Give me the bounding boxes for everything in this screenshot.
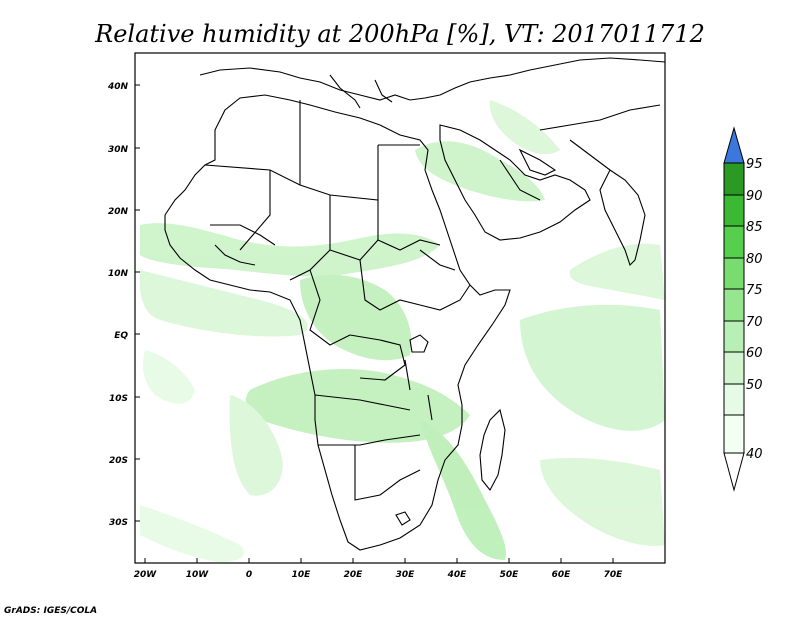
europe-coastline <box>199 57 666 101</box>
humidity-region-south-atlantic <box>229 395 283 496</box>
colorbar-bin-40-50 <box>723 383 745 416</box>
colorbar-label-95: 95 <box>746 157 763 172</box>
border-17 <box>539 104 661 131</box>
border-19 <box>210 224 276 246</box>
border-14 <box>419 249 456 271</box>
colorbar-bin-75-80 <box>723 257 745 290</box>
humidity-region-atlantic-west <box>143 350 195 404</box>
lake-malawi <box>427 394 433 421</box>
border-6 <box>289 195 331 281</box>
colorbar-bin-90-95 <box>723 162 745 196</box>
border-1 <box>204 145 379 201</box>
humidity-region-arabia <box>415 141 545 202</box>
lon-label-30e: 30E <box>396 570 416 580</box>
lon-label-0: 0 <box>246 570 252 580</box>
humidity-shading <box>139 100 665 562</box>
lat-label-30n: 30N <box>108 145 129 155</box>
africa-coastline <box>164 94 511 551</box>
colorbar-bin-50-60 <box>723 351 745 385</box>
humidity-region-indian-ocean-north <box>569 243 665 300</box>
lon-label-20e: 20E <box>344 570 364 580</box>
lon-axis: 20W 10W 0 10E 20E 30E 40E 50E 60E 70E <box>134 558 623 580</box>
border-5 <box>239 170 271 251</box>
colorbar-bin-80-85 <box>723 225 745 259</box>
lon-label-20w: 20W <box>134 570 158 580</box>
border-20 <box>214 244 256 266</box>
persian-gulf <box>518 148 557 176</box>
lake-tanganyika <box>404 359 411 391</box>
colorbar-label-75: 75 <box>746 283 763 298</box>
lat-label-10n: 10N <box>108 269 129 279</box>
lon-label-50e: 50E <box>500 570 520 580</box>
border-9 <box>309 269 351 346</box>
border-15 <box>419 284 471 311</box>
border-16 <box>499 159 541 201</box>
humidity-region-persian <box>489 100 560 155</box>
lat-label-20n: 20N <box>108 207 129 217</box>
colorbar-bin-60-70 <box>723 320 745 353</box>
border-10 <box>349 334 406 381</box>
lat-label-40n: 40N <box>107 82 129 92</box>
colorbar-label-60: 60 <box>746 346 763 361</box>
humidity-region-south-central <box>245 369 470 443</box>
colorbar-bin-85-90 <box>723 194 745 227</box>
lake-victoria <box>409 334 429 353</box>
border-18 <box>569 139 611 171</box>
humidity-region-mozambique-channel <box>420 420 506 560</box>
humidity-region-central-africa <box>300 274 412 361</box>
lat-label-10s: 10S <box>109 394 128 404</box>
chart-title: Relative humidity at 200hPa [%], VT: 201… <box>94 20 705 48</box>
map-panel: 40N 30N 20N 10N EQ 10S 20S 30S 20W 10W 0… <box>107 52 666 580</box>
humidity-region-sw-atlantic <box>140 505 244 562</box>
coastlines <box>164 57 666 551</box>
colorbar-bin-70-75 <box>723 288 745 322</box>
lon-label-40e: 40E <box>447 570 468 580</box>
greece-coast <box>374 79 393 103</box>
colorbar-bottom-arrow <box>723 452 745 492</box>
colorbar-top-arrow <box>723 126 745 164</box>
colorbar-label-80: 80 <box>746 252 763 267</box>
border-13 <box>354 445 421 501</box>
grads-credit: GrADS: IGES/COLA <box>4 606 97 616</box>
arabia-coastline <box>439 124 591 241</box>
lon-label-10w: 10W <box>186 570 210 580</box>
colorbar-bin-below-40 <box>723 414 745 454</box>
humidity-region-indian-ocean-east <box>520 304 665 431</box>
humidity-region-west-africa <box>140 223 440 277</box>
humidity-region-atlantic-north <box>139 270 308 337</box>
colorbar-label-85: 85 <box>746 220 763 235</box>
border-8 <box>359 259 421 311</box>
colorbar-label-40: 40 <box>746 447 763 462</box>
colorbar: 95 90 85 80 75 70 60 50 40 <box>723 126 763 492</box>
lat-axis: 40N 30N 20N 10N EQ 10S 20S 30S <box>107 82 140 528</box>
colorbar-label-70: 70 <box>746 315 763 330</box>
colorbar-label-90: 90 <box>746 189 763 204</box>
lat-label-20s: 20S <box>109 456 128 466</box>
italy-coast <box>329 74 361 109</box>
border-11 <box>314 394 411 411</box>
lon-label-60e: 60E <box>552 570 572 580</box>
lesotho <box>395 511 411 526</box>
border-12 <box>318 434 421 446</box>
border-4 <box>377 200 441 251</box>
lat-label-eq: EQ <box>114 331 128 341</box>
lon-label-10e: 10E <box>292 570 312 580</box>
india-coastline <box>599 169 646 267</box>
humidity-region-indian-ocean-south <box>540 458 665 546</box>
madagascar-coastline <box>479 408 506 491</box>
colorbar-label-50: 50 <box>746 378 763 393</box>
map-frame <box>134 52 666 564</box>
lon-label-70e: 70E <box>604 570 624 580</box>
lat-label-30s: 30S <box>109 518 128 528</box>
